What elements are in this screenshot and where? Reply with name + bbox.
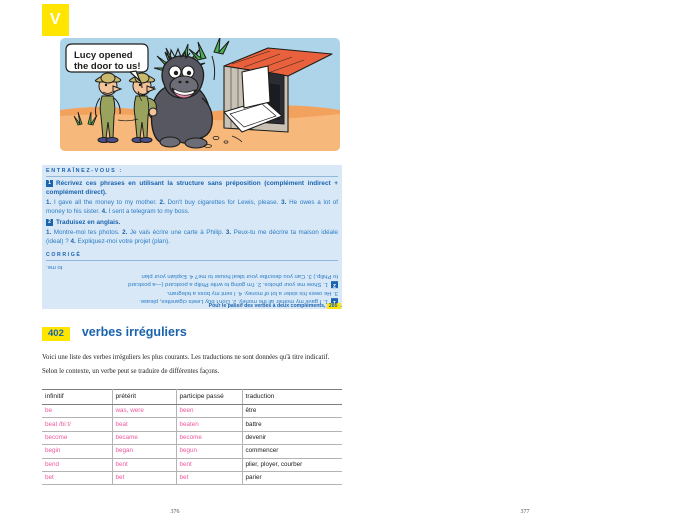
verb-preterit: began <box>112 444 177 459</box>
item-number: 3. <box>281 199 287 206</box>
verb-infinitive: beat /biːt/ <box>42 417 113 432</box>
section-title: verbes irréguliers <box>81 325 187 339</box>
item-number: 1. <box>46 199 52 206</box>
verb-infinitive: bend <box>42 458 113 472</box>
exercise-1-instruction-text: Récrivez ces phrases en utilisant la str… <box>46 180 338 196</box>
corrige-line: to me. <box>46 264 63 271</box>
corrige-line: 21. Show me your photos. 2. I'm going to… <box>46 280 338 289</box>
verb-preterit: bent <box>112 458 177 472</box>
verb-preterit: became <box>112 431 177 446</box>
exercise-2-items: 1. Montre-moi tes photos. 2. Je vais écr… <box>46 228 338 246</box>
item-text: Peux-tu me décrire ta maison idéale (ide… <box>46 229 339 245</box>
verb-past-participle: bet <box>176 471 243 486</box>
irregular-verbs-table-left: infinitif prétérit participe passé tradu… <box>42 389 342 486</box>
verb-translation: devenir <box>242 431 342 446</box>
table-header-row: infinitif prétérit participe passé tradu… <box>42 389 342 405</box>
item-text: I sent a telegram to my boss. <box>108 208 190 215</box>
exercise-2-number: 2 <box>46 218 53 226</box>
cross-reference-suffix: . <box>340 303 342 309</box>
verb-past-participle: become <box>176 431 243 446</box>
verb-infinitive: be <box>42 404 113 419</box>
intro-paragraph-1: Voici une liste des verbes irréguliers l… <box>42 354 330 361</box>
page-number-right: 377 <box>520 509 530 515</box>
verb-preterit: bet <box>112 471 177 486</box>
page-number-left: 376 <box>170 509 180 515</box>
corrige-panel: CORRIGÉ 11. I gave my mother all the mon… <box>42 249 342 310</box>
corrige-line: to Philip.) 3. Can you describe your ide… <box>141 272 338 279</box>
corrige-line-text: 1. Show me your photos. 2. I'm going to … <box>128 281 328 288</box>
corrige-line: 3. He owes his sister a lot of money. 4.… <box>166 289 338 296</box>
item-number: 1. <box>46 229 52 236</box>
corrige-answers: 11. I gave my mother all the money. 2. D… <box>46 263 338 306</box>
exercise-2-instruction: 2 Traduisez en anglais. <box>46 218 338 227</box>
item-text: I gave all the money to my mother. <box>53 199 157 206</box>
intro-paragraph-2: Selon le contexte, un verbe peut se trad… <box>42 368 220 375</box>
verb-past-participle: begun <box>176 444 243 459</box>
speech-line-1: Lucy opened <box>74 50 133 61</box>
item-text: Je vais écrire une carte à Philip. <box>129 229 224 236</box>
exercise-1-instruction: 1 Récrivez ces phrases en utilisant la st… <box>46 179 338 197</box>
column-header-preterit: prétérit <box>112 389 177 405</box>
section-heading: 402 verbes irréguliers <box>42 325 187 341</box>
item-number: 2. <box>159 199 165 206</box>
verb-translation: être <box>242 404 342 419</box>
left-page: V <box>42 4 344 515</box>
verb-preterit: was, were <box>112 404 177 419</box>
verb-infinitive: bet <box>42 471 113 486</box>
verb-translation: battre <box>242 417 342 432</box>
column-header-infinitif: infinitif <box>42 389 113 405</box>
verb-past-participle: beaten <box>176 417 243 432</box>
item-text: Montre-moi tes photos. <box>53 229 120 236</box>
exercise-1-items: 1. I gave all the money to my mother. 2.… <box>46 198 338 216</box>
corrige-block-number: 2 <box>331 281 338 289</box>
verb-row: bend bent bent plier, ployer, courber <box>42 458 342 472</box>
intro-text: Voici une liste des verbes irréguliers l… <box>42 353 342 381</box>
item-number: 4. <box>101 208 107 215</box>
verb-preterit: beat <box>112 417 177 432</box>
verb-row: beat /biːt/beat beaten battre <box>42 417 342 432</box>
item-text: He owes a lot of money to his sister. <box>46 199 339 215</box>
item-number: 4. <box>70 238 76 245</box>
column-header-traduction: traduction <box>242 389 342 405</box>
cross-reference-number[interactable]: 285 <box>326 303 341 309</box>
verb-translation: commencer <box>242 444 342 459</box>
verb-infinitive: become <box>42 431 113 446</box>
item-number: 3. <box>225 229 232 236</box>
item-text: Don't buy cigarettes for Lewis, please. <box>167 199 279 206</box>
item-text: Expliquez-moi votre projet (plan). <box>77 238 170 245</box>
verb-translation: parier <box>242 471 342 486</box>
section-number: 402 <box>42 326 70 341</box>
column-header-participe-passe: participe passé <box>176 389 243 405</box>
verb-past-participle: bent <box>176 458 243 472</box>
exercise-1-number: 1 <box>46 179 53 187</box>
verb-infinitive: begin <box>42 444 113 459</box>
item-number: 2. <box>122 229 128 236</box>
corrige-heading: CORRIGÉ <box>46 252 338 261</box>
entrainez-vous-panel: ENTRAÎNEZ-VOUS : 1 Récrivez ces phrases e… <box>42 165 342 251</box>
cross-reference-text: Pour le passif des verbes à deux complém… <box>208 303 326 309</box>
verb-past-participle: been <box>176 404 243 419</box>
cross-reference: Pour le passif des verbes à deux complém… <box>152 303 342 309</box>
entrainez-vous-heading: ENTRAÎNEZ-VOUS : <box>46 168 338 177</box>
verb-row: begin began begun commencer <box>42 444 342 459</box>
verb-row: bet bet bet parier <box>42 471 342 486</box>
verb-translation: plier, ployer, courber <box>242 458 342 472</box>
exercise-2-instruction-text: Traduisez en anglais. <box>56 219 121 226</box>
verb-row: become became become devenir <box>42 431 342 446</box>
speech-line-2: the door to us! <box>74 61 141 72</box>
section-letter-tab: V <box>42 4 69 36</box>
right-page: bite /baɪt/bitbittenmordrebleed /bliːd/b… <box>350 0 700 531</box>
cartoon-illustration: Lucy opened the door to us! <box>56 36 344 158</box>
verb-row: be was, were been être <box>42 404 342 419</box>
